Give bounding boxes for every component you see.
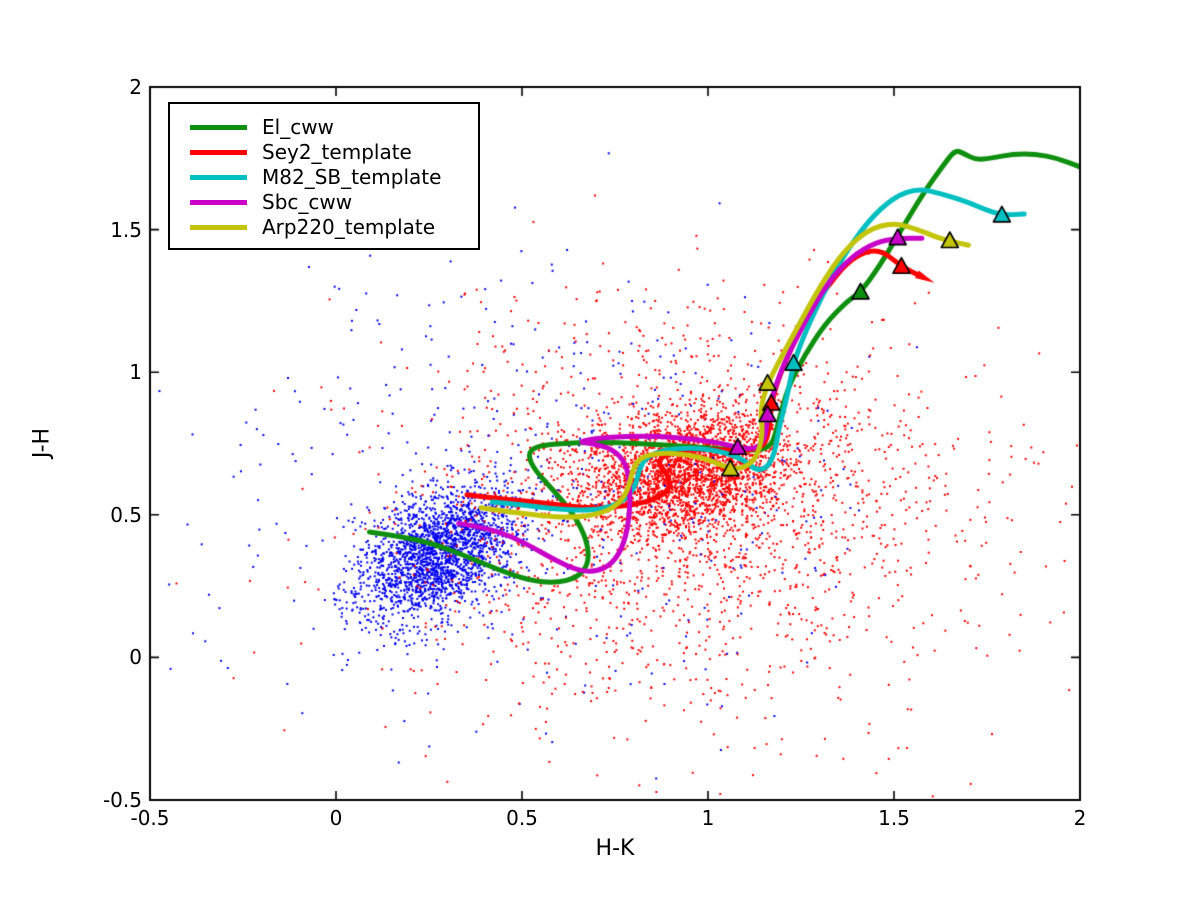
x-tick-label: -0.5 (130, 806, 170, 830)
x-tick-label: 0.5 (506, 806, 538, 830)
legend-label: El_cww (262, 115, 334, 139)
x-axis-label: H-K (595, 836, 635, 861)
legend-line-swatch (190, 125, 247, 130)
legend-item-sey2_template: Sey2_template (170, 140, 478, 165)
y-tick-label: 1.5 (110, 217, 142, 242)
x-tick-label: 0 (329, 806, 343, 830)
legend-line-swatch (190, 175, 247, 180)
y-tick-label: 1 (129, 360, 142, 385)
legend-label: Sey2_template (262, 140, 412, 164)
legend-item-sbc_cww: Sbc_cww (170, 190, 478, 215)
legend-label: Arp220_template (262, 215, 436, 239)
legend: El_cww Sey2_template M82_SB_template Sbc_cw… (168, 102, 480, 250)
legend-label: Sbc_cww (262, 190, 353, 214)
legend-item-arp220_template: Arp220_template (170, 215, 478, 240)
y-tick-label: 2 (129, 75, 142, 99)
x-tick-label: 1.5 (878, 806, 910, 830)
y-tick-label: -0.5 (102, 788, 142, 812)
x-tick-label: 2 (1073, 806, 1087, 830)
x-tick-label: 1 (701, 806, 715, 830)
legend-label: M82_SB_template (262, 165, 442, 189)
y-tick-label: 0.5 (110, 502, 142, 527)
legend-line-swatch (190, 225, 247, 230)
y-tick-label: 0 (129, 645, 142, 670)
legend-item-m82_sb_template: M82_SB_template (170, 165, 478, 190)
legend-item-el_cww: El_cww (170, 115, 478, 140)
legend-line-swatch (190, 150, 247, 155)
legend-line-swatch (190, 200, 247, 205)
y-axis-label: J-H (29, 427, 55, 459)
